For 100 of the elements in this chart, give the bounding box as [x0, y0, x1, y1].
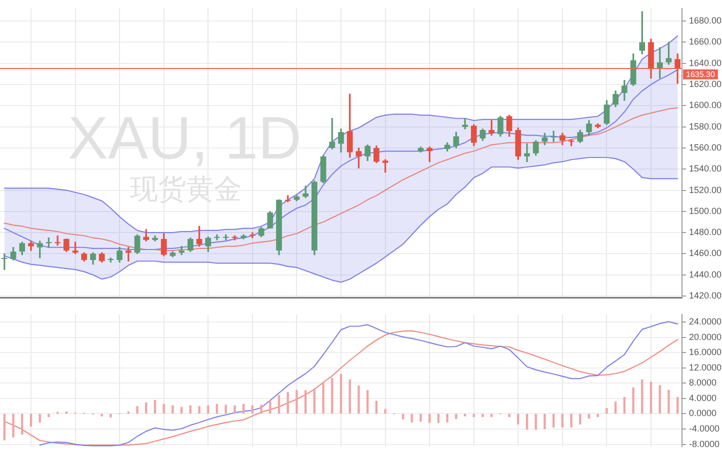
y-tick-label: 1500.00 [689, 206, 722, 216]
y-tick-label: 20.0000 [689, 332, 722, 342]
bar [260, 404, 262, 414]
y-tick-label: 1620.00 [689, 79, 722, 90]
bar [304, 390, 307, 414]
bar [286, 392, 289, 414]
bar [322, 383, 324, 414]
bar [162, 404, 165, 414]
bar [145, 402, 148, 414]
bar [570, 414, 572, 428]
bar [482, 414, 484, 418]
bar [313, 388, 316, 414]
candlestick [178, 246, 184, 256]
bar [517, 414, 520, 424]
y-tick-label: 1520.00 [689, 184, 722, 195]
y-tick-label: 1460.00 [689, 248, 722, 258]
bar [676, 396, 679, 414]
candlestick [426, 146, 432, 162]
bar [216, 404, 218, 414]
y-tick-label: 1420.00 [689, 290, 722, 300]
y-tick-label: 8.0000 [689, 378, 717, 388]
bar [180, 406, 183, 414]
bar [658, 385, 661, 414]
candlestick [302, 186, 308, 198]
bar [632, 387, 634, 414]
bar [420, 414, 422, 422]
bar [623, 396, 626, 414]
bar [234, 405, 236, 414]
bar [579, 414, 582, 424]
bar [154, 400, 156, 414]
y-tick-label: 1580.00 [689, 121, 722, 132]
bar [534, 414, 537, 430]
bar [606, 408, 608, 414]
ref-line-label: 1635.30 [686, 70, 716, 80]
bar [189, 405, 192, 414]
y-tick-label: 1540.00 [689, 164, 722, 174]
bar [278, 395, 280, 414]
bar [437, 414, 440, 423]
bar [455, 414, 458, 420]
bar [428, 414, 431, 423]
candlestick [2, 253, 8, 270]
y-tick-label: 1440.00 [689, 269, 722, 280]
bar [224, 404, 227, 414]
bar [198, 406, 200, 414]
y-tick-label: 1600.00 [689, 100, 722, 110]
bar [340, 374, 342, 414]
bar [3, 414, 6, 440]
bar [12, 414, 14, 438]
bar [410, 414, 413, 422]
bar [38, 414, 41, 422]
bar [207, 405, 210, 414]
y-tick-label: 1480.00 [689, 227, 722, 238]
bar [650, 382, 652, 414]
bar [172, 405, 174, 414]
y-tick-label: 16.0000 [689, 347, 722, 358]
bar [331, 378, 334, 414]
bar [561, 414, 564, 428]
bar [446, 414, 448, 422]
bar [375, 400, 378, 414]
bar [296, 390, 298, 414]
y-tick-label: 1560.00 [689, 142, 722, 152]
bar [384, 408, 386, 414]
bar [30, 414, 32, 427]
candlestick [54, 235, 60, 246]
bar [668, 390, 670, 414]
bar [641, 379, 644, 414]
candlestick [214, 234, 220, 240]
bar [251, 405, 254, 414]
bar [614, 402, 617, 414]
bar [48, 414, 50, 418]
candlestick [488, 120, 494, 136]
y-tick-label: -8.0000 [689, 438, 720, 449]
candlestick [462, 118, 468, 130]
bar [464, 414, 466, 416]
y-tick-label: 1640.00 [689, 58, 722, 68]
candlestick [250, 232, 256, 238]
y-tick-label: 4.0000 [689, 392, 717, 403]
candlestick [550, 130, 556, 142]
bar [348, 379, 351, 414]
bar [402, 414, 404, 420]
bar [100, 414, 103, 416]
bar [552, 414, 555, 428]
candlestick [524, 143, 530, 162]
y-tick-label: 0.0000 [689, 408, 717, 418]
bar [544, 414, 546, 429]
bar [136, 406, 138, 414]
y-tick-label: 1660.00 [689, 36, 722, 47]
candlestick [126, 247, 132, 262]
bar [242, 404, 245, 414]
bar [269, 400, 272, 414]
bar [366, 390, 369, 414]
bar [526, 414, 528, 430]
bar [508, 414, 510, 418]
y-tick-label: 24.0000 [689, 316, 722, 327]
bar [21, 414, 24, 435]
y-tick-label: 12.0000 [689, 362, 722, 372]
y-tick-label: 1680.00 [689, 16, 722, 26]
bar [110, 414, 112, 418]
y-tick-label: -4.0000 [689, 424, 720, 434]
bar [358, 386, 360, 414]
